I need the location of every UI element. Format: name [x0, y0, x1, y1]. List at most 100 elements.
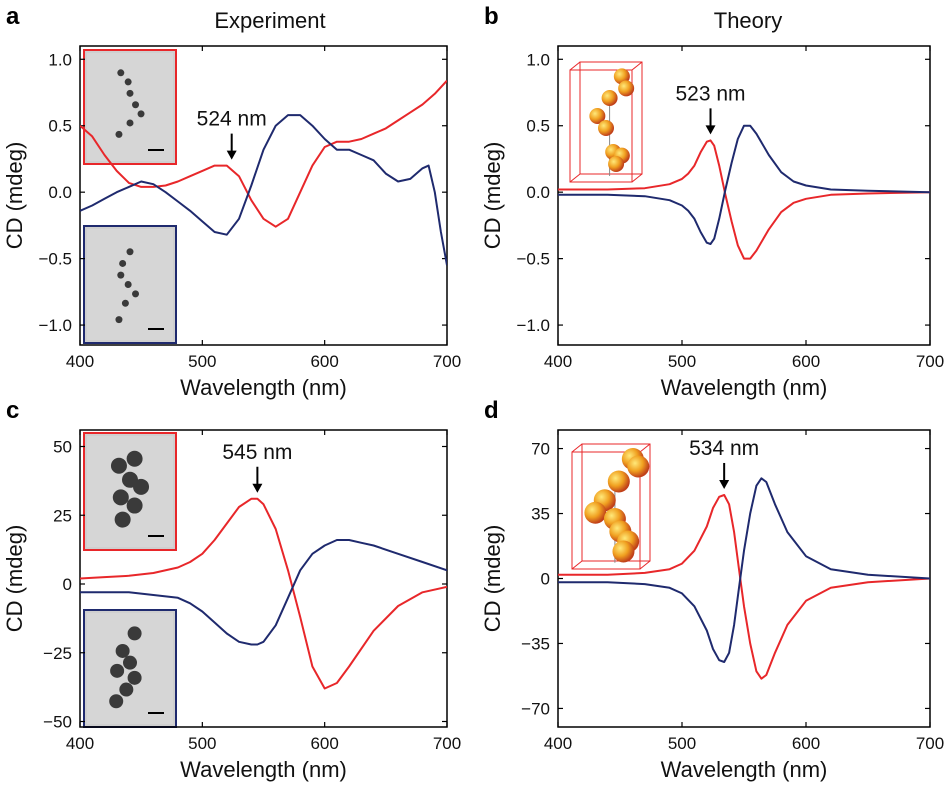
x-tick-label: 500	[188, 352, 216, 371]
inset-model-red-sphere	[608, 156, 625, 172]
inset-micrograph-blue-particle	[119, 259, 127, 267]
chart-panel-a: 400 500 600 700 −1.0 −0.5 0.0 0.5 1.0 Wavelength …	[2, 45, 461, 400]
inset-micrograph-red	[83, 49, 177, 165]
inset-model-red-box-edge	[571, 560, 583, 570]
y-tick-label: −1.0	[516, 316, 550, 335]
x-axis-label: Wavelength (nm)	[180, 757, 347, 782]
inset-micrograph-red-background	[87, 53, 173, 161]
series-line-red	[80, 79, 447, 228]
inset-micrograph-red-particle	[126, 450, 143, 467]
chart-panel-c: 400 500 600 700 −50 −25 0 25 50 Wavelength (nm) CD…	[2, 429, 461, 782]
series-line-blue	[80, 114, 447, 266]
peak-annotation-label: 523 nm	[675, 82, 745, 105]
inset-model-red-sphere	[607, 470, 630, 493]
y-tick-label: 1.0	[526, 50, 550, 69]
inset-micrograph-blue-particle	[127, 626, 142, 641]
inset-micrograph-red-particle	[124, 78, 132, 86]
inset-micrograph-blue-particle	[117, 271, 125, 279]
inset-micrograph-red-particle	[115, 130, 123, 138]
inset-model-red-box-back	[579, 61, 643, 175]
peak-annotation-arrowhead	[226, 150, 237, 160]
inset-micrograph-red-particle	[114, 511, 131, 528]
inset-model-red-box-front	[571, 451, 641, 570]
y-tick-label: −50	[43, 713, 72, 732]
y-axis-label: CD (mdeg)	[2, 525, 27, 633]
inset-micrograph-blue-particle	[115, 316, 123, 324]
peak-annotation-label: 545 nm	[222, 441, 292, 464]
x-tick-label: 500	[668, 352, 696, 371]
inset-model-red-box-edge	[569, 173, 581, 183]
series-line-red	[558, 494, 930, 680]
inset-model-red-sphere	[627, 455, 650, 478]
inset-micrograph-red-particle	[112, 489, 129, 506]
inset-model-red-box-front	[569, 69, 633, 183]
x-tick-label: 400	[544, 352, 572, 371]
series-line-blue	[558, 124, 930, 245]
x-tick-label: 400	[66, 352, 94, 371]
x-tick-label: 500	[668, 734, 696, 753]
chart-panel-b: 400 500 600 700 −1.0 −0.5 0.0 0.5 1.0 Wavelength …	[480, 45, 944, 400]
y-tick-label: −35	[521, 634, 550, 653]
inset-micrograph-red-particle	[132, 101, 140, 109]
inset-micrograph-blue	[83, 225, 177, 344]
y-tick-label: −25	[43, 644, 72, 663]
panel-label-a: a	[6, 3, 20, 30]
x-axis-label: Wavelength (nm)	[661, 757, 828, 782]
column-title-experiment: Experiment	[214, 8, 325, 33]
y-tick-label: 0.5	[526, 117, 550, 136]
y-tick-label: 35	[531, 505, 550, 524]
x-tick-label: 700	[916, 352, 944, 371]
inset-micrograph-blue-particle	[115, 643, 130, 658]
inset-micrograph-blue-particle	[121, 299, 129, 307]
inset-micrograph-red-particle	[137, 110, 145, 118]
plot-frame	[79, 45, 448, 346]
inset-micrograph-blue-particle	[127, 670, 142, 685]
y-axis-label: CD (mdeg)	[480, 525, 505, 633]
x-tick-label: 500	[188, 734, 216, 753]
inset-model-red-sphere	[584, 501, 607, 524]
x-tick-label: 700	[916, 734, 944, 753]
panel-label-c: c	[6, 397, 19, 424]
series-line-blue	[80, 539, 447, 646]
x-tick-label: 700	[433, 734, 461, 753]
inset-micrograph-red-particle	[126, 119, 134, 127]
peak-annotation-arrowhead	[705, 125, 716, 135]
inset-model-red-box-edge	[639, 443, 651, 453]
x-tick-label: 700	[433, 352, 461, 371]
peak-annotation-label: 524 nm	[197, 108, 267, 131]
inset-micrograph-blue-particle	[132, 290, 140, 298]
y-tick-label: −0.5	[516, 250, 550, 269]
y-tick-label: 0	[63, 575, 72, 594]
y-tick-label: 0.5	[48, 117, 72, 136]
y-tick-label: 25	[53, 506, 72, 525]
y-axis-label: CD (mdeg)	[480, 142, 505, 250]
y-tick-label: 50	[53, 438, 72, 457]
peak-annotation-arrowhead	[719, 479, 730, 489]
inset-micrograph-blue-particle	[124, 281, 132, 288]
inset-micrograph-blue-particle	[109, 694, 124, 709]
panel-label-b: b	[484, 3, 499, 30]
x-tick-label: 600	[792, 734, 820, 753]
inset-model-red-sphere	[618, 80, 635, 97]
inset-model-red-box-edge	[639, 560, 651, 570]
inset-micrograph-red-particle	[117, 69, 125, 77]
y-tick-label: 0	[541, 570, 550, 589]
series-line-blue	[558, 477, 930, 663]
inset-micrograph-blue-particle	[110, 663, 125, 678]
peak-annotation-arrowhead	[252, 483, 263, 493]
x-tick-label: 400	[544, 734, 572, 753]
inset-model-red-sphere	[601, 90, 618, 106]
inset-model-red-box-edge	[631, 61, 643, 71]
x-axis-label: Wavelength (nm)	[180, 375, 347, 400]
y-tick-label: 0.0	[48, 183, 72, 202]
inset-model-red-box-edge	[631, 173, 643, 183]
inset-model-red	[571, 443, 651, 570]
y-tick-label: 1.0	[48, 50, 72, 69]
inset-micrograph-red-particle	[110, 457, 127, 474]
x-tick-label: 400	[66, 734, 94, 753]
x-axis-label: Wavelength (nm)	[661, 375, 828, 400]
inset-micrograph-red-particle	[126, 497, 143, 514]
y-tick-label: −70	[521, 699, 550, 718]
series-line-red	[80, 497, 447, 690]
inset-micrograph-red-particle	[126, 89, 134, 97]
